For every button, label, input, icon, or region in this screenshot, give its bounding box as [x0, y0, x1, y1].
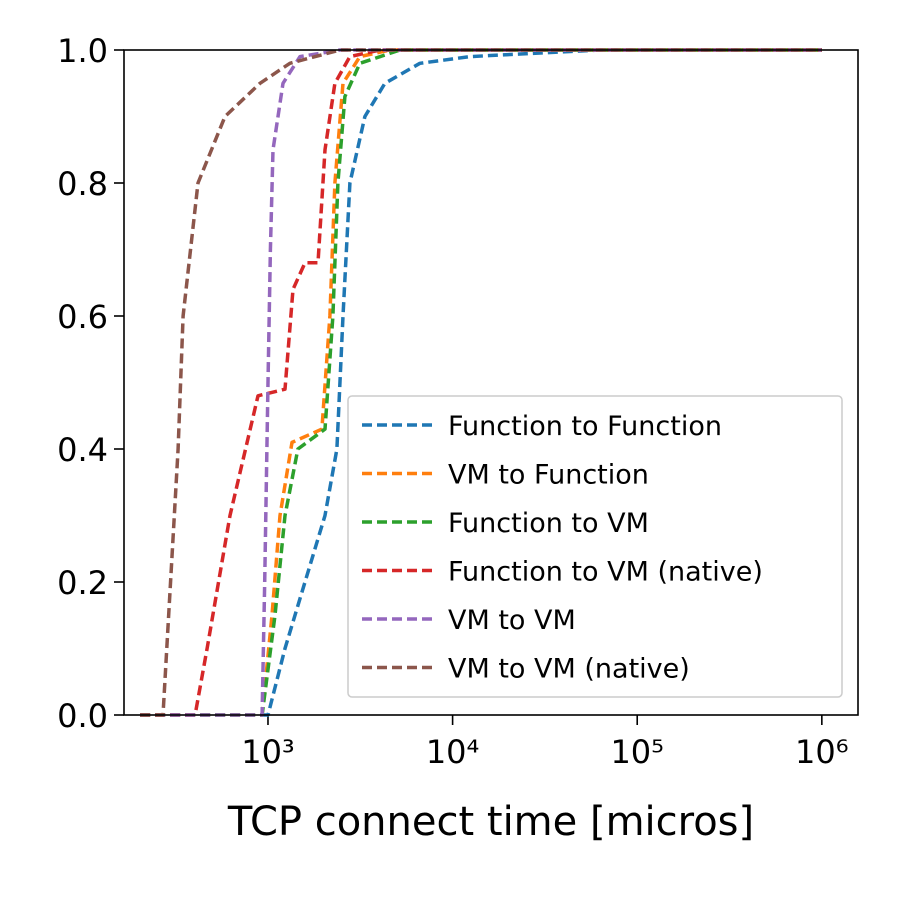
legend-label: VM to VM: [448, 605, 576, 636]
series-line: [140, 48, 822, 717]
y-tick-label: 0.0: [57, 697, 108, 735]
y-tick-label: 0.6: [57, 298, 108, 336]
y-tick-label: 0.2: [57, 564, 108, 602]
series-line: [140, 48, 822, 717]
x-tick-label: 10⁴: [426, 733, 480, 771]
legend-label: Function to VM: [448, 508, 649, 539]
series-line: [140, 48, 822, 717]
plot-frame: [123, 49, 859, 716]
x-tick-label: 10⁵: [610, 733, 664, 771]
x-tick-label: 10⁶: [795, 733, 849, 771]
plot-lines: [140, 48, 822, 717]
series-line: [140, 48, 822, 717]
y-tick-label: 0.4: [57, 431, 108, 469]
series-line: [140, 48, 822, 717]
x-tick-label: 10³: [241, 733, 295, 771]
legend-label: Function to VM (native): [448, 557, 763, 588]
legend-label: VM to VM (native): [448, 654, 690, 685]
legend-label: Function to Function: [448, 411, 722, 442]
y-tick-label: 0.8: [57, 165, 108, 203]
series-line: [140, 48, 822, 717]
legend-box: [347, 395, 843, 698]
legend-label: VM to Function: [448, 460, 649, 491]
x-axis-label: TCP connect time [micros]: [227, 799, 754, 845]
y-tick-label: 1.0: [57, 32, 108, 70]
